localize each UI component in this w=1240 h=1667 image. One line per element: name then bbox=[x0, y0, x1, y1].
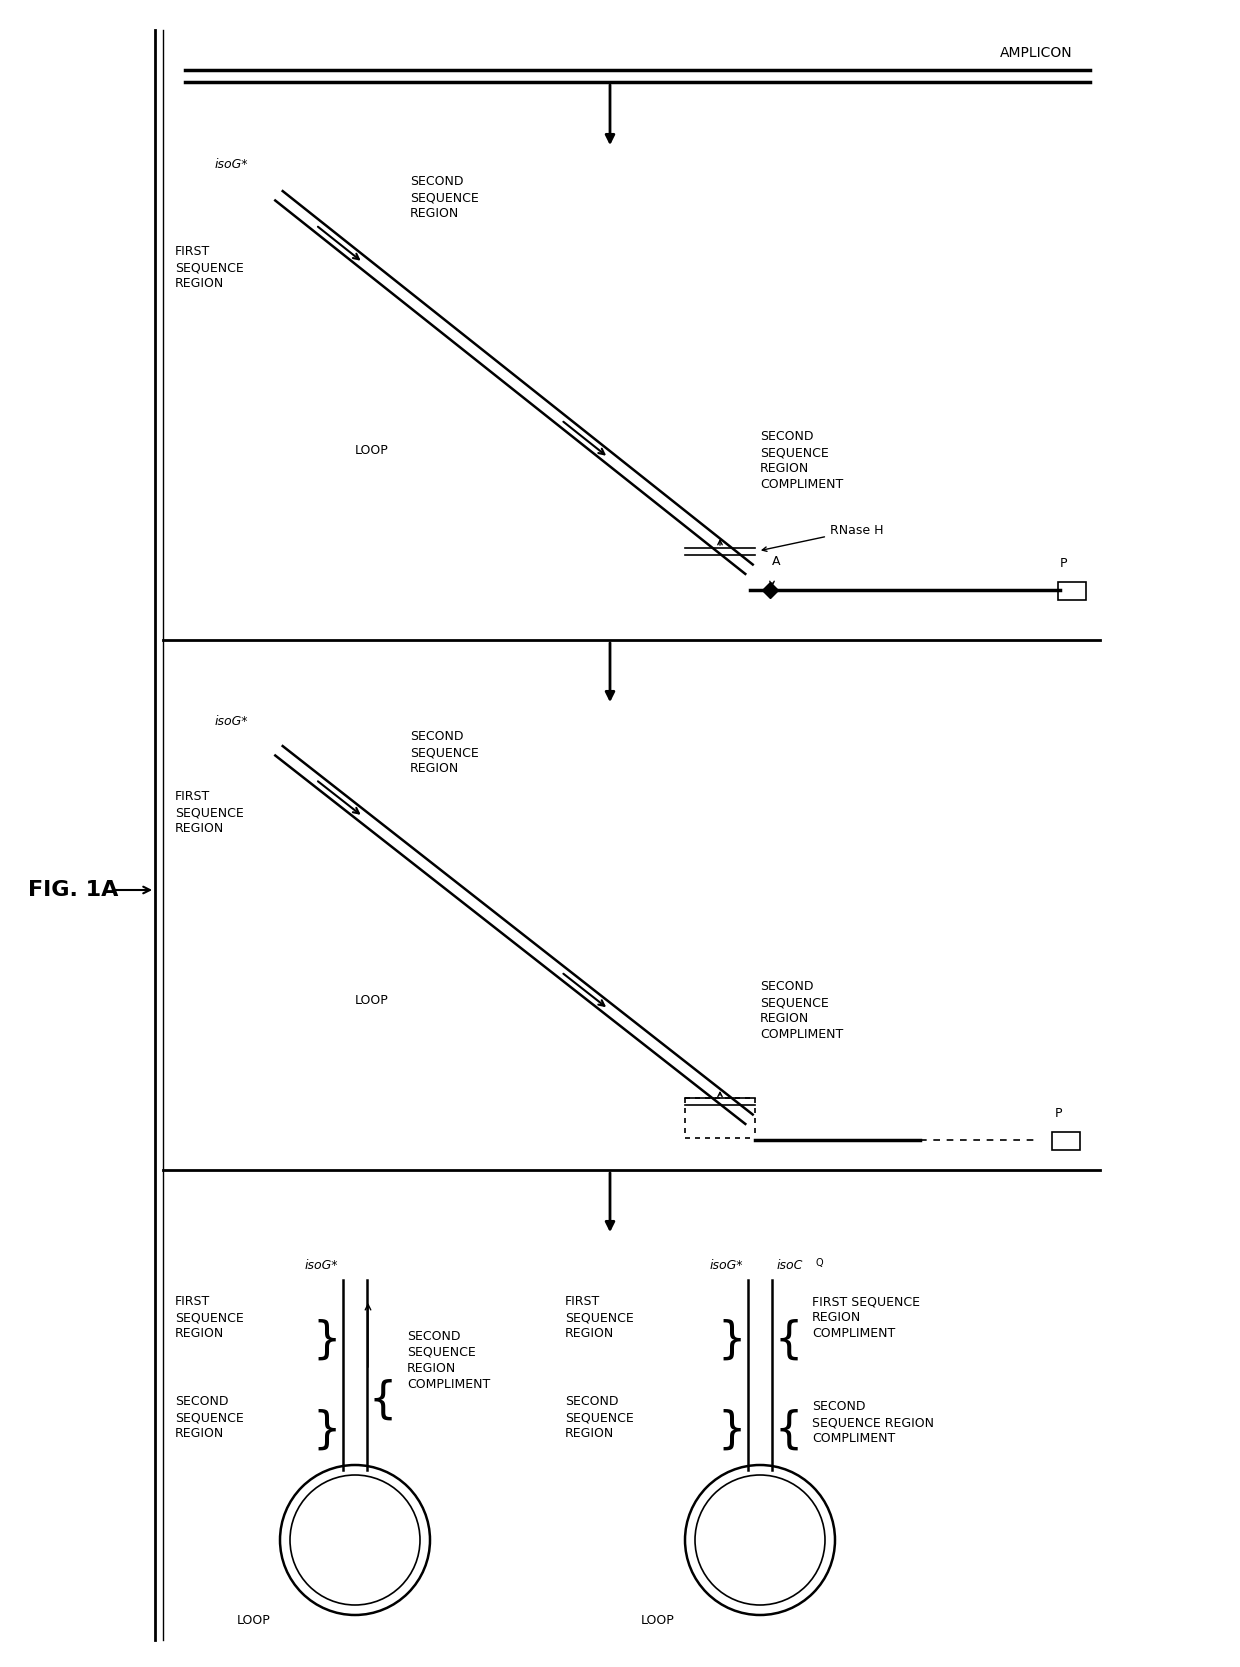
Text: FIRST SEQUENCE
REGION
COMPLIMENT: FIRST SEQUENCE REGION COMPLIMENT bbox=[812, 1295, 920, 1340]
Text: LOOP: LOOP bbox=[355, 994, 389, 1007]
Text: LOOP: LOOP bbox=[355, 443, 389, 457]
Text: SECOND
SEQUENCE
REGION: SECOND SEQUENCE REGION bbox=[175, 1395, 244, 1440]
Text: }: } bbox=[312, 1409, 341, 1452]
Text: }: } bbox=[312, 1319, 341, 1362]
Text: LOOP: LOOP bbox=[237, 1614, 270, 1627]
Text: LOOP: LOOP bbox=[641, 1614, 675, 1627]
Bar bbox=[1058, 582, 1086, 600]
Text: }: } bbox=[718, 1409, 746, 1452]
Text: isoC: isoC bbox=[777, 1259, 804, 1272]
Text: AMPLICON: AMPLICON bbox=[999, 47, 1073, 60]
Text: FIRST
SEQUENCE
REGION: FIRST SEQUENCE REGION bbox=[565, 1295, 634, 1340]
Text: isoG*: isoG* bbox=[709, 1259, 743, 1272]
Text: {: { bbox=[774, 1409, 802, 1452]
Text: Q: Q bbox=[815, 1259, 822, 1269]
Text: SECOND
SEQUENCE
REGION: SECOND SEQUENCE REGION bbox=[565, 1395, 634, 1440]
Text: SECOND
SEQUENCE
REGION: SECOND SEQUENCE REGION bbox=[410, 175, 479, 220]
Text: FIRST
SEQUENCE
REGION: FIRST SEQUENCE REGION bbox=[175, 790, 244, 835]
Text: FIG. 1A: FIG. 1A bbox=[29, 880, 118, 900]
Text: }: } bbox=[718, 1319, 746, 1362]
Text: isoG*: isoG* bbox=[215, 715, 248, 728]
Text: {: { bbox=[774, 1319, 802, 1362]
Text: FIRST
SEQUENCE
REGION: FIRST SEQUENCE REGION bbox=[175, 1295, 244, 1340]
Text: isoG*: isoG* bbox=[305, 1259, 339, 1272]
Text: {: { bbox=[370, 1379, 397, 1422]
Text: RNase H: RNase H bbox=[763, 523, 883, 552]
Text: SECOND
SEQUENCE
REGION: SECOND SEQUENCE REGION bbox=[410, 730, 479, 775]
Text: A: A bbox=[773, 555, 780, 568]
Text: isoG*: isoG* bbox=[215, 158, 248, 172]
Text: SECOND
SEQUENCE REGION
COMPLIMENT: SECOND SEQUENCE REGION COMPLIMENT bbox=[812, 1400, 934, 1445]
Text: SECOND
SEQUENCE
REGION
COMPLIMENT: SECOND SEQUENCE REGION COMPLIMENT bbox=[760, 430, 843, 492]
Bar bbox=[1052, 1132, 1080, 1150]
Text: P: P bbox=[1060, 557, 1068, 570]
Text: SECOND
SEQUENCE
REGION
COMPLIMENT: SECOND SEQUENCE REGION COMPLIMENT bbox=[760, 980, 843, 1040]
Text: SECOND
SEQUENCE
REGION
COMPLIMENT: SECOND SEQUENCE REGION COMPLIMENT bbox=[407, 1330, 490, 1390]
Text: FIRST
SEQUENCE
REGION: FIRST SEQUENCE REGION bbox=[175, 245, 244, 290]
Text: P: P bbox=[1055, 1107, 1063, 1120]
